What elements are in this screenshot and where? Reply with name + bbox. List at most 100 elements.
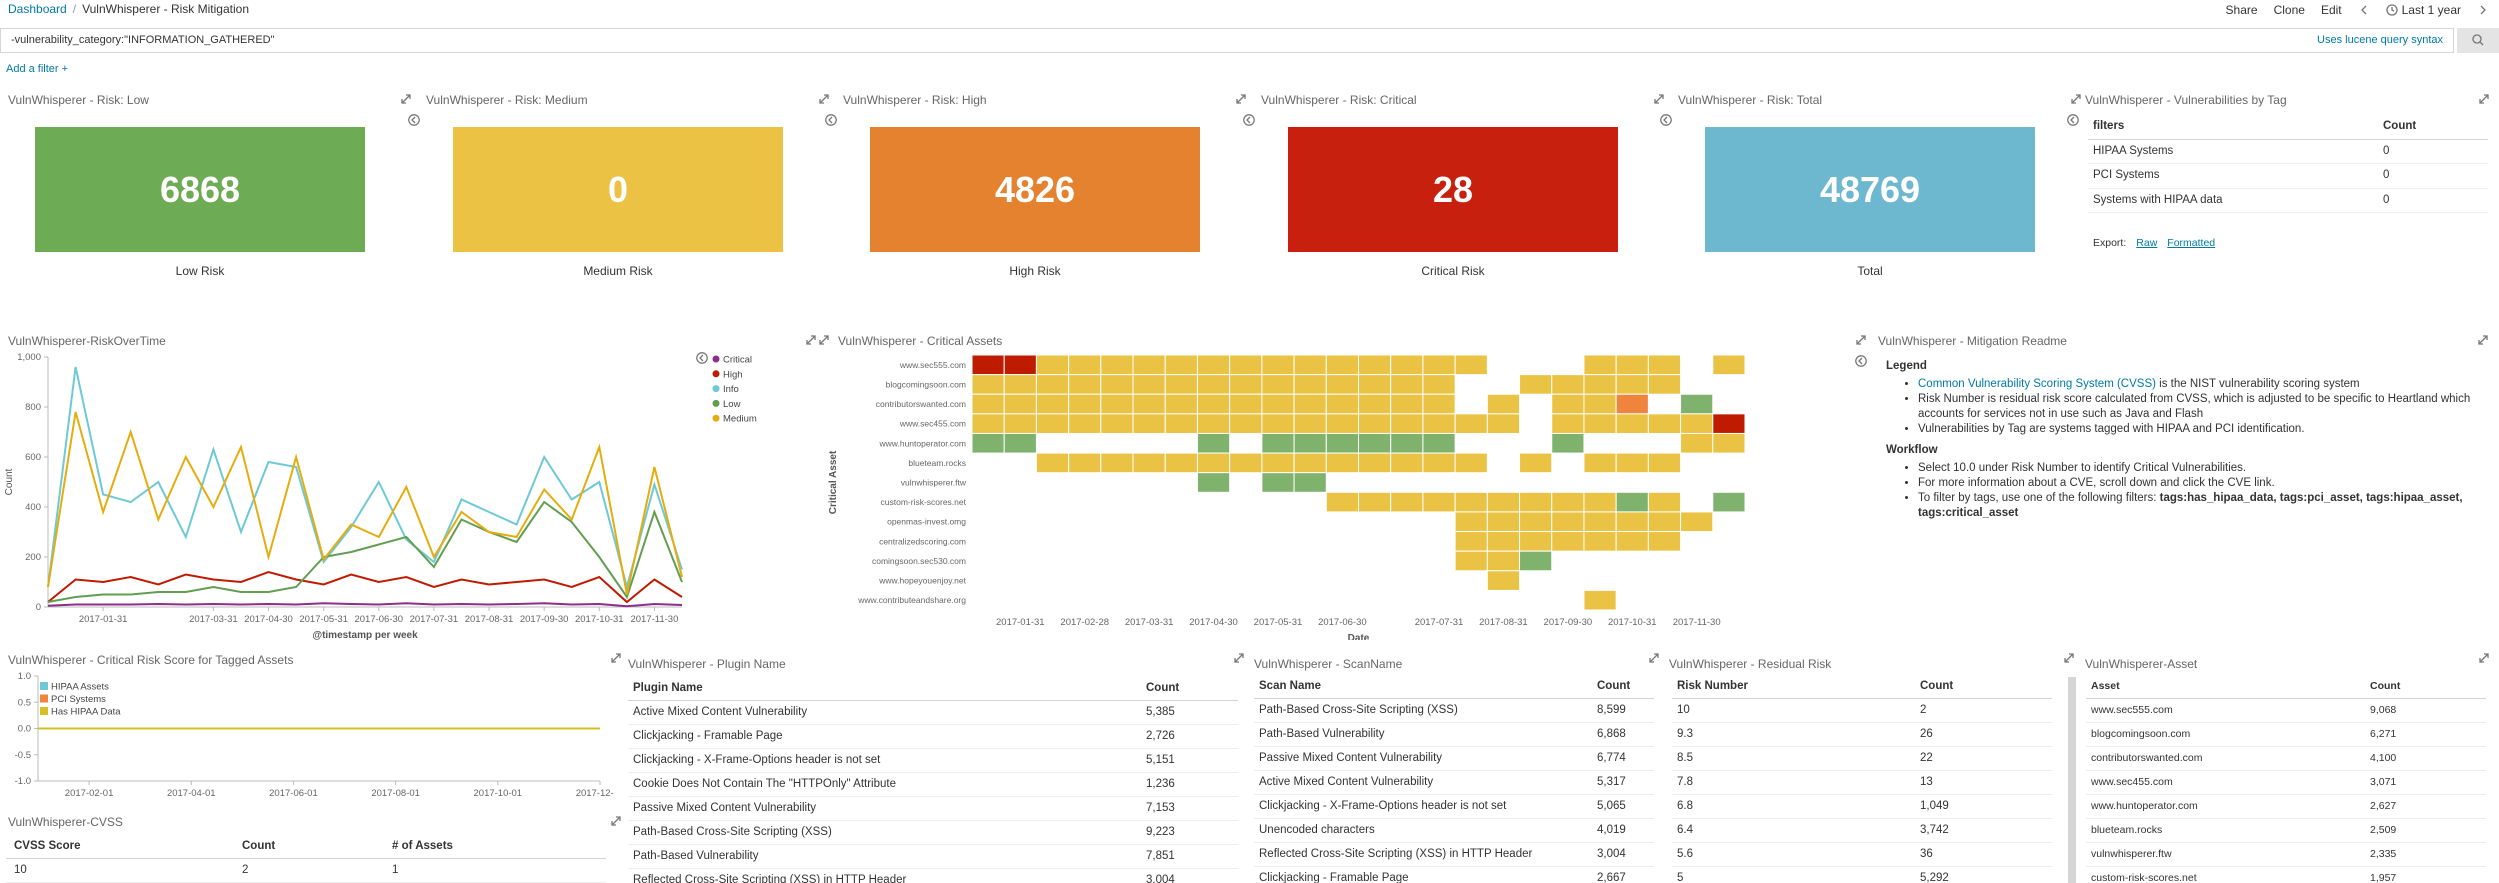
metric-box: 4826 [870,127,1200,252]
panel-expand[interactable] [818,334,830,346]
panel-expand[interactable] [1653,93,1665,105]
x-tick-label: 2017-05-31 [299,614,348,625]
legend-toggle[interactable] [825,114,837,126]
x-tick-label: 2017-03-31 [1125,617,1174,628]
column-header[interactable]: Count [1597,680,1631,692]
column-header[interactable]: Count [1920,680,1954,692]
readme-text: For more information about a CVE, scroll… [1918,477,2275,489]
heat-cell [1680,432,1714,454]
panel-expand[interactable] [610,652,622,664]
readme-list: Select 10.0 under Risk Number to identif… [1886,461,2486,521]
row-rule [1254,842,1654,843]
heat-cell [1454,452,1488,474]
panel-expand[interactable] [2478,93,2490,105]
column-header[interactable]: filters [2093,120,2125,132]
panel-expand-glyph [1236,94,1246,104]
y-category-label: blogcomingsoon.com [886,379,966,389]
heat-cell [1615,354,1649,376]
panel-expand-glyph [806,335,816,345]
metric-value: 28 [1432,168,1474,210]
column-header[interactable]: Asset [2091,680,2120,692]
column-header[interactable]: Count [1146,682,1180,694]
metric-box: 6868 [35,127,365,252]
heat-cell [1390,354,1424,376]
header-rule [628,700,1238,701]
panel-expand[interactable] [400,93,412,105]
nav-action[interactable]: Edit [2320,3,2342,17]
table-cell: 5 [1677,872,1684,883]
row-rule [2086,770,2486,771]
column-header[interactable]: Plugin Name [633,682,703,694]
column-header[interactable]: # of Assets [392,840,453,852]
heat-cell [1068,374,1102,395]
panel-expand[interactable] [1855,334,1867,346]
heat-cell [1583,413,1617,434]
panel-expand[interactable] [805,334,817,346]
legend-toggle[interactable] [1660,114,1672,126]
next-range[interactable] [2477,4,2489,16]
table-cell: 8,599 [1597,704,1626,716]
table-cell: 6.8 [1677,800,1693,812]
panel-expand[interactable] [1235,93,1247,105]
panel-expand-glyph [819,94,829,104]
time-picker[interactable]: Last 1 year [2386,3,2461,17]
column-header[interactable]: CVSS Score [14,840,81,852]
heat-cell [1583,393,1617,415]
x-tick-label: 2017-11-30 [1673,617,1721,628]
breadcrumb-link[interactable]: Dashboard [8,2,67,16]
panel-expand[interactable] [1648,652,1660,664]
add-filter[interactable]: Add a filter + [6,63,69,75]
panel-expand[interactable] [2063,652,2075,664]
search-button[interactable] [2457,28,2499,53]
heat-cell [1261,393,1295,415]
prev-range[interactable] [2358,4,2370,16]
row-rule [2086,866,2486,867]
legend-toggle[interactable] [1855,355,1867,367]
y-axis-title: Count [4,468,15,495]
nav-action[interactable]: Share [2225,3,2258,17]
table-cell: contributorswanted.com [2091,752,2203,764]
column-header[interactable]: Count [242,840,276,852]
panel-expand-glyph [819,335,829,345]
panel-title: VulnWhisperer - Risk: Total [1678,93,1823,107]
panel-expand[interactable] [1233,652,1245,664]
query-syntax-link[interactable]: Uses lucene query syntax [2317,34,2443,46]
heat-cell [971,354,1005,376]
readme-link[interactable]: Common Vulnerability Scoring System (CVS… [1918,378,2156,390]
export-link[interactable]: Formatted [2167,237,2216,249]
panel-expand[interactable] [2477,334,2489,346]
panel-expand[interactable] [2478,652,2490,664]
panel-expand[interactable] [818,93,830,105]
column-header[interactable]: Scan Name [1259,680,1322,692]
nav-action[interactable]: Clone [2273,3,2305,17]
series-line [47,602,683,608]
heat-cell [1132,374,1166,395]
query-bar[interactable]: -vulnerability_category:"INFORMATION_GAT… [0,28,2454,53]
heat-cell [1132,452,1166,474]
heat-cell [1325,413,1359,434]
heat-cell [1422,452,1456,474]
y-tick-label: 1.0 [18,671,31,682]
readme-list: Common Vulnerability Scoring System (CVS… [1886,377,2486,437]
heat-cell [1325,374,1359,395]
heat-cell [1132,413,1166,434]
legend-toggle[interactable] [408,114,420,126]
column-header[interactable]: Count [2370,680,2401,692]
panel-expand[interactable] [2070,93,2082,105]
readme-text: Risk Number is residual risk score calcu… [1918,393,2471,420]
x-tick-label: 2017-11-30 [630,614,678,625]
legend-toggle[interactable] [1243,114,1255,126]
heat-cell [1196,472,1231,493]
column-header[interactable]: Risk Number [1677,680,1748,692]
metric-label: Critical Risk [1421,264,1485,278]
column-header[interactable]: Count [2383,120,2417,132]
time-range: Last 1 year [2401,3,2461,17]
panel-expand[interactable] [610,815,622,827]
heat-cell [1100,452,1134,474]
export-link[interactable]: Raw [2136,237,2158,249]
y-tick-label: 600 [25,452,41,463]
legend-toggle[interactable] [2067,114,2079,126]
table-cell: Path-Based Vulnerability [633,850,759,862]
legend-toggle[interactable] [696,352,708,364]
legend-toggle-glyph [408,114,420,126]
